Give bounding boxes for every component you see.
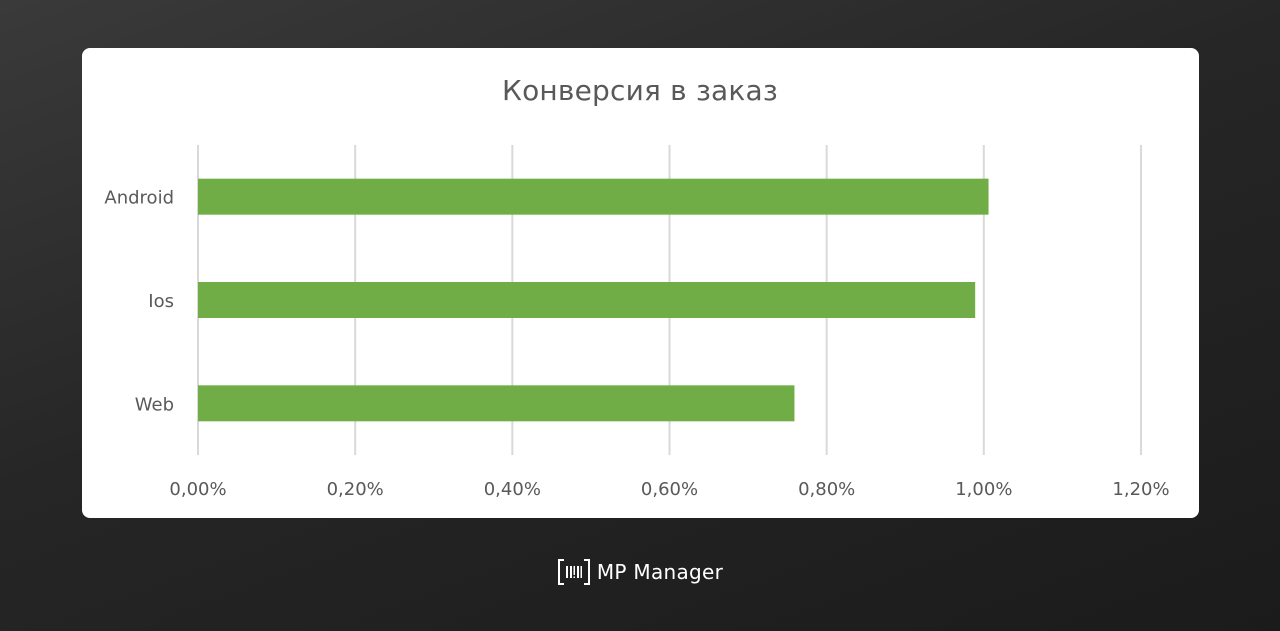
brand-name: MP Manager bbox=[596, 560, 724, 584]
x-tick-label: 0,00% bbox=[169, 479, 226, 500]
y-category-label: Android bbox=[104, 188, 174, 209]
x-tick-label: 1,00% bbox=[955, 479, 1012, 500]
y-category-label: Ios bbox=[148, 291, 174, 312]
x-tick-label: 1,20% bbox=[1112, 479, 1169, 500]
chart-title: Конверсия в заказ bbox=[502, 74, 778, 107]
x-tick-label: 0,40% bbox=[484, 479, 541, 500]
y-category-label: Web bbox=[135, 394, 174, 415]
bar-ios bbox=[198, 282, 976, 318]
footer-logo: MP Manager bbox=[0, 558, 1280, 586]
bar-android bbox=[198, 178, 989, 215]
bars bbox=[198, 178, 989, 422]
barcode-bracket-icon bbox=[557, 559, 590, 585]
x-tick-label: 0,80% bbox=[798, 479, 855, 500]
bar-web bbox=[198, 385, 795, 422]
x-tick-label: 0,60% bbox=[641, 479, 698, 500]
axis-labels: 0,00% 0,20% 0,40% 0,60% 0,80% 1,00% 1,20% Andro… bbox=[104, 188, 1169, 500]
x-tick-label: 0,20% bbox=[327, 479, 384, 500]
